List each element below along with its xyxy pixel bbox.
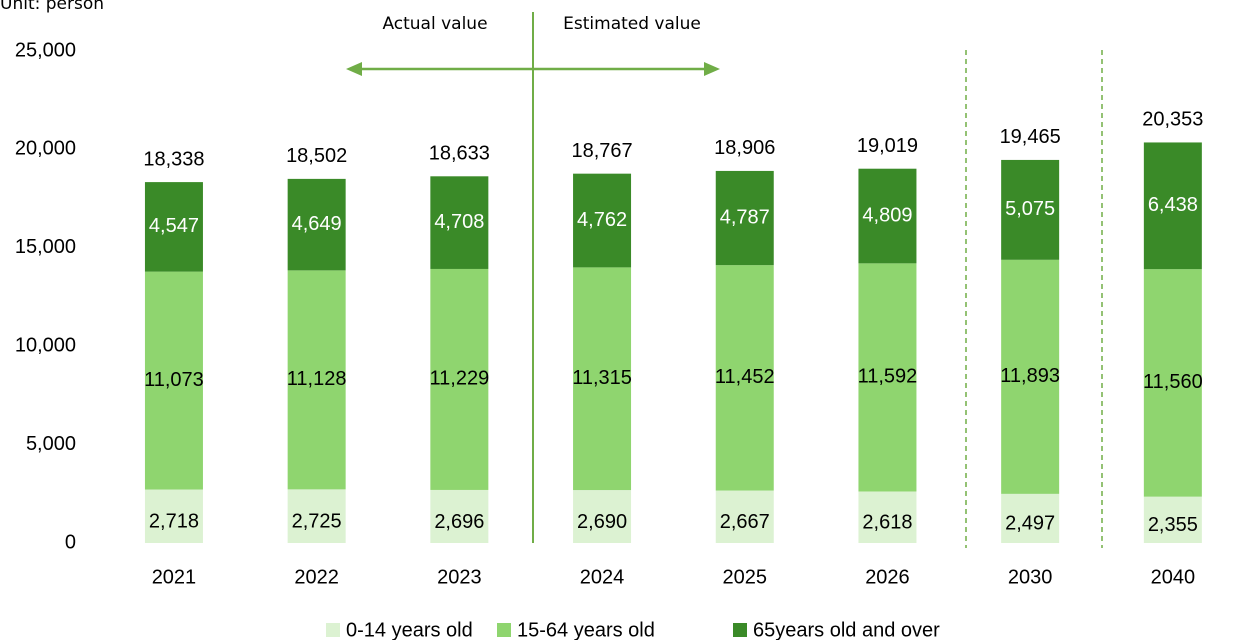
unit-label: Unit: person [0,0,104,14]
value-label: 2,618 [862,512,912,534]
value-label: 2,667 [720,511,770,533]
bar-segment [287,270,346,490]
bar-segment [287,489,346,543]
bar-segment [144,489,203,543]
annotation: Actual value [382,14,487,34]
bar-segment [144,271,203,490]
bar-segment [858,263,917,492]
bar-segment [430,489,489,543]
value-label: 6,438 [1148,194,1198,216]
bar-segment [430,268,489,490]
bar-segment [1143,142,1202,270]
x-tick-label: 2024 [580,566,625,588]
value-label: 11,315 [572,367,632,389]
x-tick-label: 2021 [152,566,197,588]
bar-segment [1143,269,1202,497]
value-label: 4,809 [862,204,912,226]
legend-label: 0-14 years old [346,619,473,640]
legend-swatch [733,623,747,637]
legend-swatch [497,623,511,637]
value-label: 5,075 [1005,198,1055,220]
bar-segment [430,176,489,269]
bar-segment [287,178,346,271]
total-label: 19,465 [1000,126,1061,148]
total-label: 20,353 [1142,109,1203,131]
x-tick-label: 2022 [294,566,339,588]
legend-label: 65years old and over [753,619,940,640]
x-tick-label: 2025 [723,566,768,588]
value-label: 2,718 [149,511,199,533]
bar-segment [715,265,774,491]
total-label: 18,906 [714,137,775,159]
value-label: 4,649 [292,213,342,235]
bar-segment [1001,259,1060,494]
bar-segment [715,490,774,543]
legend-swatch [326,623,340,637]
y-tick-label: 0 [65,531,76,553]
arrow [346,62,720,76]
value-label: 11,128 [287,368,347,390]
value-label: 4,762 [577,209,627,231]
x-tick-label: 2026 [865,566,910,588]
value-label: 11,229 [430,368,490,390]
total-label: 18,767 [571,140,632,162]
bar-segment [715,170,774,266]
value-label: 4,547 [149,215,199,237]
value-label: 11,452 [715,366,775,388]
annotation: Estimated value [563,14,701,34]
value-label: 2,497 [1005,513,1055,535]
x-tick-label: 2023 [437,566,482,588]
value-label: 4,708 [434,211,484,233]
total-label: 18,633 [429,143,490,165]
value-label: 11,560 [1143,371,1203,393]
bar-segment [573,490,632,543]
bar-segment [573,173,632,268]
value-label: 2,355 [1148,514,1198,536]
x-tick-label: 2030 [1008,566,1053,588]
value-label: 2,690 [577,511,627,533]
bar-segment [858,168,917,264]
total-label: 18,338 [143,148,204,170]
y-tick-label: 10,000 [15,334,76,356]
value-label: 11,073 [144,369,204,391]
x-tick-label: 2040 [1151,566,1196,588]
y-tick-label: 15,000 [15,236,76,258]
value-label: 2,696 [434,511,484,533]
bar-segment [573,267,632,491]
value-label: 11,592 [858,366,918,388]
total-label: 19,019 [857,135,918,157]
total-label: 18,502 [286,145,347,167]
y-tick-label: 25,000 [15,39,76,61]
value-label: 11,893 [1000,365,1060,387]
bar-segment [1001,159,1060,260]
bar-segment [1001,493,1060,543]
value-label: 2,725 [292,510,342,532]
bar-segment [144,182,203,272]
y-tick-label: 5,000 [26,433,76,455]
value-label: 4,787 [720,206,770,228]
bar-segment [858,491,917,543]
legend-label: 15-64 years old [517,619,655,640]
y-tick-label: 20,000 [15,138,76,160]
bar-segment [1143,496,1202,543]
